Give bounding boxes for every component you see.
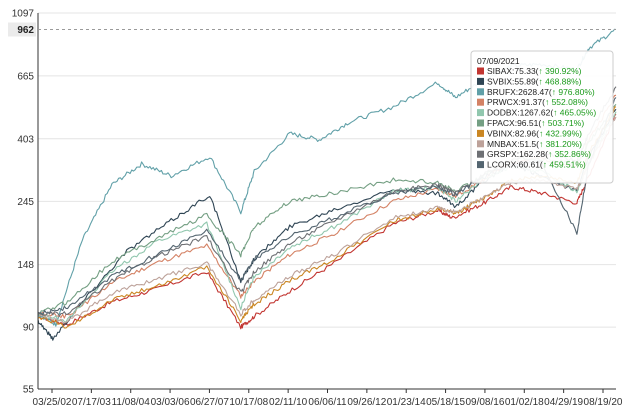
tooltip-swatch xyxy=(477,150,484,158)
tooltip-swatch xyxy=(477,109,484,117)
x-tick-label: 01/02/18 xyxy=(505,397,544,408)
tooltip-change: 381.20%) xyxy=(543,139,582,149)
tooltip-swatch xyxy=(477,67,484,75)
tooltip-change: 459.51%) xyxy=(547,160,586,170)
x-tick-label: 08/19/20 xyxy=(584,397,623,408)
tooltip-change: 976.80%) xyxy=(556,87,595,97)
x-tick-label: 01/23/14 xyxy=(387,397,426,408)
up-arrow-icon: ↑ xyxy=(543,160,547,170)
tooltip-entry: GRSPX:162.28(↑ 352.86%) xyxy=(487,149,591,159)
tooltip-swatch xyxy=(477,140,484,148)
tooltip-change: 390.92%) xyxy=(543,66,582,76)
tooltip-box xyxy=(470,50,614,184)
tooltip-entry: LCORX:60.61(↑ 459.51%) xyxy=(487,160,586,170)
series-line-sibax xyxy=(37,113,617,330)
tooltip-label: FPACX:96.51( xyxy=(487,118,541,128)
x-tick-label: 03/25/02 xyxy=(33,397,72,408)
up-arrow-icon: ↑ xyxy=(539,76,543,86)
tooltip-swatch xyxy=(477,129,484,137)
y-tick-label: 55 xyxy=(23,385,35,396)
x-tick-label: 09/26/12 xyxy=(347,397,386,408)
x-tick-label: 10/17/08 xyxy=(229,397,268,408)
tooltip-entry: BRUFX:2628.47(↑ 976.80%) xyxy=(487,87,595,97)
tooltip-label: GRSPX:162.28( xyxy=(487,149,548,159)
x-tick-label: 11/08/04 xyxy=(112,397,151,408)
tooltip-label: SIBAX:75.33( xyxy=(487,66,539,76)
up-arrow-icon: ↑ xyxy=(553,108,557,118)
tooltip-entry: DODBX:1267.62(↑ 465.05%) xyxy=(487,108,596,118)
up-arrow-icon: ↑ xyxy=(539,139,543,149)
tooltip-change: 468.88%) xyxy=(543,76,582,86)
tooltip-change: 352.86%) xyxy=(552,149,591,159)
reference-label-box xyxy=(8,22,36,37)
tooltip-entry: VBINX:82.96(↑ 432.99%) xyxy=(487,128,582,138)
tooltip-entry: FPACX:96.51(↑ 503.71%) xyxy=(487,118,584,128)
y-tick-label: 245 xyxy=(17,197,34,208)
tooltip: 07/09/2021 SIBAX:75.33(↑ 390.92%)SVBIX:5… xyxy=(470,50,614,184)
tooltip-entry: PRWCX:91.37(↑ 552.08%) xyxy=(487,97,588,107)
tooltip-label: DODBX:1267.62( xyxy=(487,108,553,118)
tooltip-label: LCORX:60.61( xyxy=(487,160,543,170)
y-tick-label: 90 xyxy=(23,323,35,334)
tooltip-label: VBINX:82.96( xyxy=(487,128,539,138)
x-tick-label: 02/11/10 xyxy=(269,397,308,408)
tooltip-swatch xyxy=(477,77,484,85)
up-arrow-icon: ↑ xyxy=(545,97,549,107)
y-tick-label: 403 xyxy=(17,134,34,145)
tooltip-change: 465.05%) xyxy=(557,108,596,118)
x-tick-label: 03/03/06 xyxy=(151,397,190,408)
y-tick-label: 1097 xyxy=(12,9,35,20)
x-tick-label: 09/08/16 xyxy=(465,397,504,408)
tooltip-date: 07/09/2021 xyxy=(477,56,520,66)
tooltip-label: PRWCX:91.37( xyxy=(487,97,545,107)
tooltip-label: BRUFX:2628.47( xyxy=(487,87,552,97)
x-tick-label: 04/29/19 xyxy=(544,397,583,408)
x-tick-label: 06/27/07 xyxy=(190,397,229,408)
reference-label: 962 xyxy=(17,25,34,36)
tooltip-swatch xyxy=(477,98,484,106)
tooltip-swatch xyxy=(477,88,484,96)
tooltip-swatch xyxy=(477,119,484,127)
tooltip-change: 552.08%) xyxy=(549,97,588,107)
tooltip-label: SVBIX:55.89( xyxy=(487,76,539,86)
x-tick-label: 05/18/15 xyxy=(426,397,465,408)
up-arrow-icon: ↑ xyxy=(552,87,556,97)
tooltip-change: 503.71%) xyxy=(545,118,584,128)
tooltip-entry: SIBAX:75.33(↑ 390.92%) xyxy=(487,66,582,76)
x-tick-label: 07/17/03 xyxy=(72,397,111,408)
up-arrow-icon: ↑ xyxy=(541,118,545,128)
tooltip-entries: SIBAX:75.33(↑ 390.92%)SVBIX:55.89(↑ 468.… xyxy=(477,66,596,170)
y-tick-label: 665 xyxy=(17,71,34,82)
x-tick-label: 06/06/11 xyxy=(308,397,347,408)
up-arrow-icon: ↑ xyxy=(548,149,552,159)
reference-marker: 962 xyxy=(8,22,616,37)
up-arrow-icon: ↑ xyxy=(539,128,543,138)
tooltip-change: 432.99%) xyxy=(543,128,582,138)
y-tick-label: 148 xyxy=(17,260,34,271)
tooltip-swatch xyxy=(477,161,484,169)
tooltip-entry: MNBAX:51.5(↑ 381.20%) xyxy=(487,139,582,149)
tooltip-label: MNBAX:51.5( xyxy=(487,139,539,149)
x-tick-labels: 03/25/02 07/17/03 11/08/04 03/03/06 06/27/07… xyxy=(33,389,623,408)
tooltip-entry: SVBIX:55.89(↑ 468.88%) xyxy=(487,76,582,86)
up-arrow-icon: ↑ xyxy=(539,66,543,76)
y-tick-labels: 55 90 148 245 403 665 1097 xyxy=(12,9,35,396)
